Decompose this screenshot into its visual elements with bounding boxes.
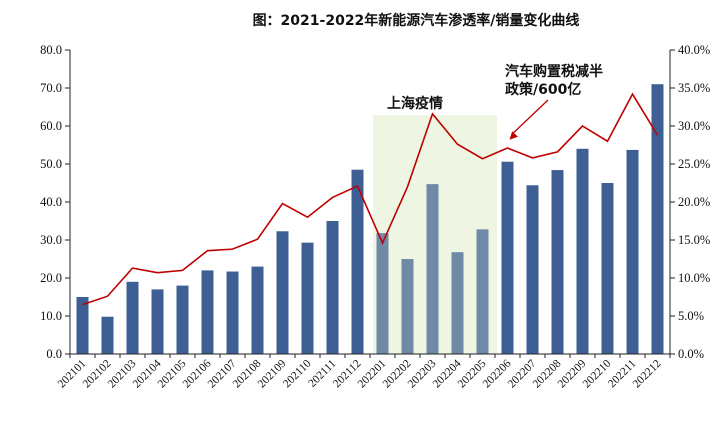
right-tick-label: 0.0%	[678, 347, 704, 361]
left-tick-label: 10.0	[40, 309, 62, 323]
bar-series	[76, 84, 664, 354]
bar	[576, 148, 589, 354]
bar	[551, 170, 564, 354]
bar	[351, 169, 364, 354]
right-tick-label: 20.0%	[678, 195, 710, 209]
line-series	[82, 92, 659, 306]
x-tick-label: 202212	[631, 357, 664, 390]
bar	[251, 266, 264, 354]
right-tick-label: 35.0%	[678, 81, 710, 95]
bar	[526, 185, 539, 354]
right-tick-label: 5.0%	[678, 309, 704, 323]
bar	[101, 316, 114, 354]
bar	[651, 84, 664, 354]
left-tick-label: 30.0	[40, 233, 62, 247]
x-axis: 2021012021022021032021042021052021062021…	[56, 353, 671, 391]
left-tick-label: 60.0	[40, 119, 62, 133]
bar	[326, 221, 339, 354]
bar	[126, 281, 139, 354]
right-tick-label: 25.0%	[678, 157, 710, 171]
bar	[626, 149, 639, 354]
bar	[276, 231, 289, 354]
bar	[401, 259, 414, 354]
right-y-axis: 0.0% 5.0% 10.0% 15.0% 20.0% 25.0% 30.0% 35.0% 40…	[669, 43, 710, 361]
left-tick-label: 40.0	[40, 195, 62, 209]
chart-title: 图：2021-2022年新能源汽车渗透率/销量变化曲线	[253, 12, 580, 29]
annotation-line-1: 汽车购置税减半	[505, 63, 603, 80]
bar	[501, 161, 514, 354]
bar	[451, 252, 464, 354]
bar	[301, 242, 314, 354]
bar	[226, 271, 239, 354]
right-tick-label: 30.0%	[678, 119, 710, 133]
annotation-arrowhead	[509, 131, 518, 140]
bar	[201, 270, 214, 354]
bar	[76, 297, 89, 354]
shaded-period-label: 上海疫情	[387, 95, 443, 112]
left-tick-label: 20.0	[40, 271, 62, 285]
right-tick-label: 40.0%	[678, 43, 710, 57]
bar	[476, 229, 489, 354]
left-tick-label: 0.0	[46, 347, 62, 361]
bar	[601, 183, 614, 354]
right-tick-label: 15.0%	[678, 233, 710, 247]
bar	[426, 184, 439, 354]
annotation-line-2: 政策/600亿	[505, 81, 581, 98]
bar	[151, 289, 164, 354]
left-y-axis: 0.0 10.0 20.0 30.0 40.0 50.0 60.0 70.0 80.0	[40, 43, 71, 361]
left-tick-label: 50.0	[40, 157, 62, 171]
left-tick-label: 80.0	[40, 43, 62, 57]
left-tick-label: 70.0	[40, 81, 62, 95]
penetration-rate-line	[82, 92, 659, 306]
right-tick-label: 10.0%	[678, 271, 710, 285]
bar	[176, 285, 189, 354]
bar	[376, 233, 389, 354]
annotation-arrow	[512, 99, 549, 135]
